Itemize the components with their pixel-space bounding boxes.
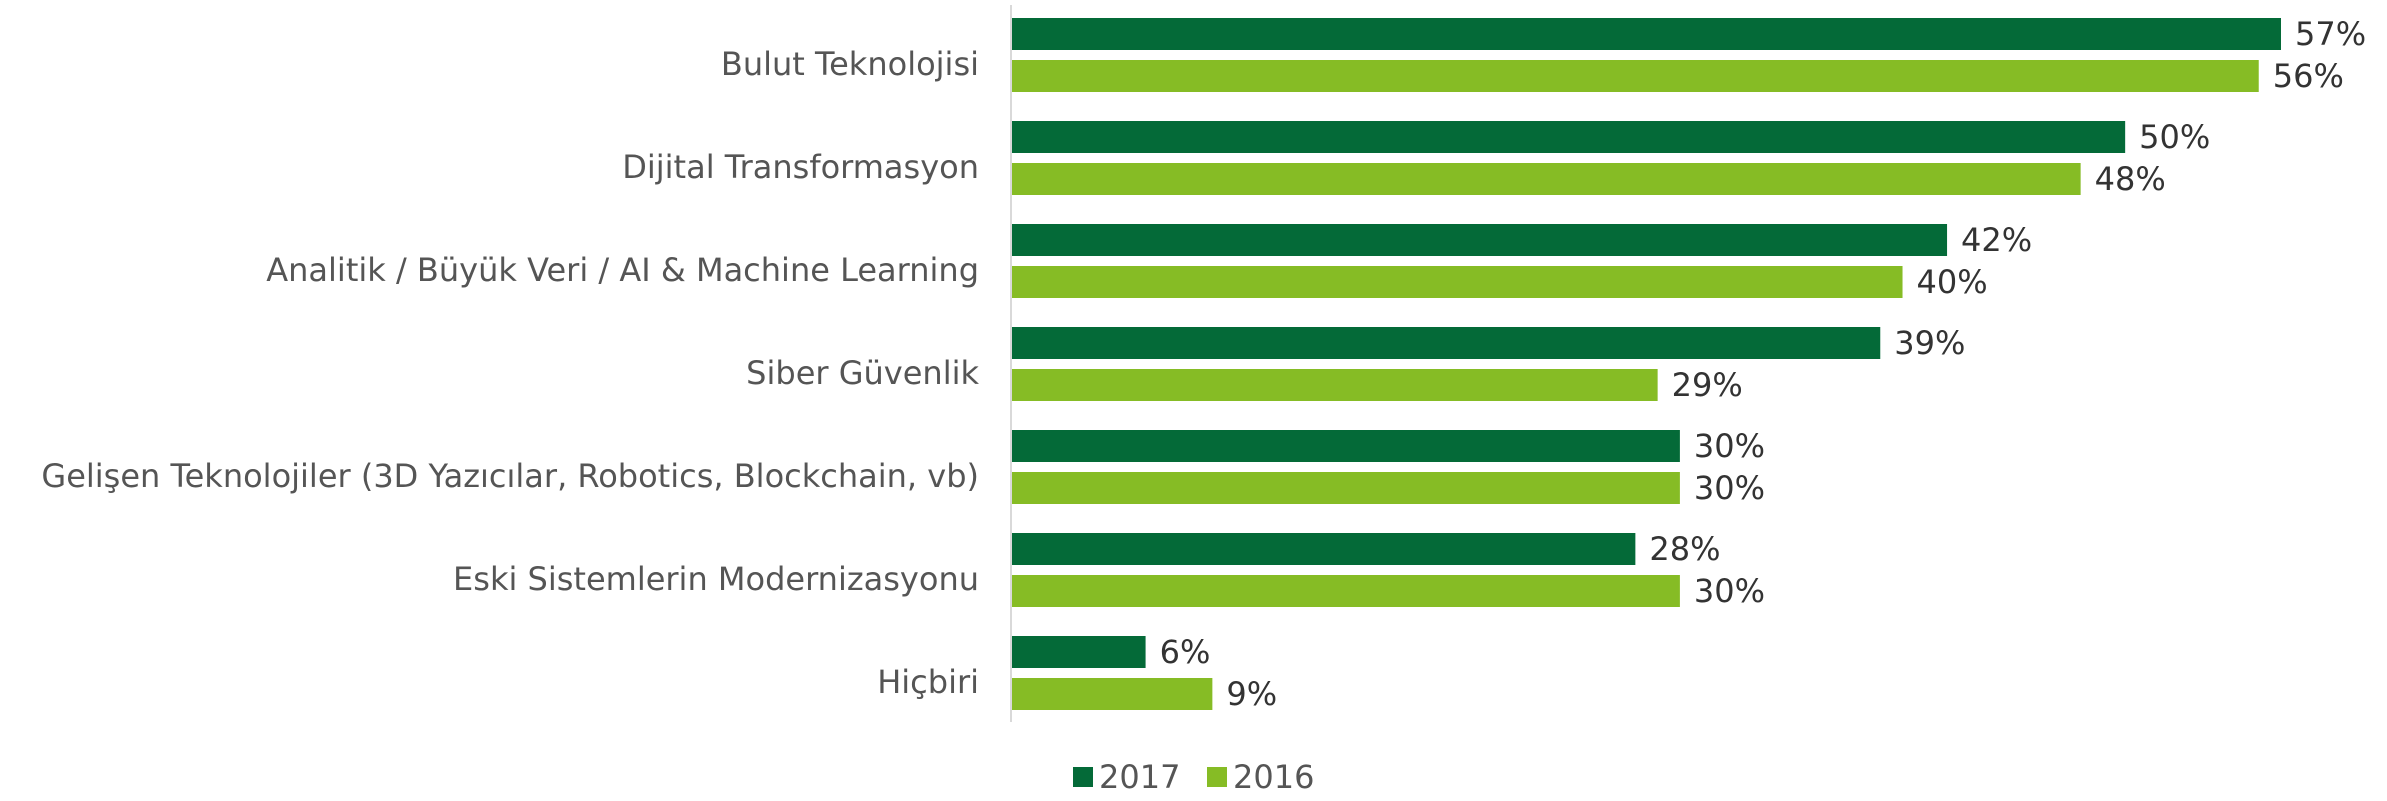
bar: [1012, 575, 1680, 607]
bar: [1012, 678, 1213, 710]
bar: [1012, 472, 1680, 504]
value-label: 30%: [1694, 427, 1765, 465]
bar: [1012, 121, 2126, 153]
category-label: Bulut Teknolojisi: [721, 45, 979, 83]
value-label: 29%: [1672, 366, 1743, 404]
category-label: Analitik / Büyük Veri / AI & Machine Lea…: [266, 251, 979, 289]
category-label: Siber Güvenlik: [746, 354, 979, 392]
bar: [1012, 18, 2281, 50]
bar: [1012, 369, 1658, 401]
value-label: 28%: [1649, 530, 1720, 568]
legend-swatch: [1207, 767, 1227, 787]
category-label: Gelişen Teknolojiler (3D Yazıcılar, Robo…: [41, 457, 979, 495]
value-label: 6%: [1160, 633, 1211, 671]
legend-swatch: [1073, 767, 1093, 787]
legend-label: 2017: [1099, 758, 1180, 796]
value-label: 57%: [2295, 15, 2366, 53]
value-label: 30%: [1694, 572, 1765, 610]
value-label: 42%: [1961, 221, 2032, 259]
value-label: 9%: [1226, 675, 1277, 713]
category-label: Eski Sistemlerin Modernizasyonu: [453, 560, 979, 598]
bar: [1012, 224, 1948, 256]
category-label: Hiçbiri: [877, 663, 979, 701]
value-label: 56%: [2273, 57, 2344, 95]
bar: [1012, 636, 1146, 668]
bar: [1012, 533, 1636, 565]
category-label: Dijital Transformasyon: [622, 148, 979, 186]
bar: [1012, 163, 2081, 195]
bar: [1012, 266, 1903, 298]
value-label: 40%: [1917, 263, 1988, 301]
value-label: 39%: [1894, 324, 1965, 362]
bar: [1012, 430, 1680, 462]
bar: [1012, 60, 2259, 92]
value-label: 30%: [1694, 469, 1765, 507]
value-label: 50%: [2139, 118, 2210, 156]
value-label: 48%: [2095, 160, 2166, 198]
bar: [1012, 327, 1881, 359]
legend-label: 2016: [1233, 758, 1314, 796]
